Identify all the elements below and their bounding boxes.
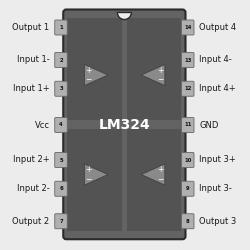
Text: −: − [85,175,92,184]
Text: Output 2: Output 2 [12,217,50,226]
FancyBboxPatch shape [55,52,67,68]
Text: GND: GND [199,120,218,130]
Text: 5: 5 [59,158,63,162]
Text: +: + [85,66,92,74]
FancyBboxPatch shape [182,181,194,196]
Text: Input 2-: Input 2- [17,184,50,193]
Text: −: − [85,76,92,84]
Text: 6: 6 [59,186,63,191]
Text: Input 4+: Input 4+ [199,84,236,93]
Wedge shape [118,12,132,20]
Text: 1: 1 [59,25,63,30]
Text: LM324: LM324 [98,118,150,132]
Text: 3: 3 [59,86,63,91]
Text: 10: 10 [184,158,192,162]
FancyBboxPatch shape [55,181,67,196]
FancyBboxPatch shape [55,152,67,168]
FancyBboxPatch shape [182,214,194,229]
Text: 14: 14 [184,25,192,30]
Polygon shape [141,64,165,86]
Bar [68,129,122,231]
Text: 11: 11 [184,122,192,128]
Text: Input 3-: Input 3- [199,184,232,193]
FancyBboxPatch shape [182,20,194,35]
Text: Input 1+: Input 1+ [13,84,50,93]
Text: 2: 2 [59,58,63,62]
FancyBboxPatch shape [182,152,194,168]
FancyBboxPatch shape [63,10,186,239]
FancyBboxPatch shape [182,118,194,132]
Text: Input 3+: Input 3+ [199,156,236,164]
Text: 9: 9 [186,186,190,191]
Text: −: − [158,175,164,184]
Bar [68,18,122,120]
Polygon shape [84,64,108,86]
FancyBboxPatch shape [182,81,194,96]
Text: −: − [158,76,164,84]
Text: 7: 7 [59,219,63,224]
FancyBboxPatch shape [182,52,194,68]
Text: Input 4-: Input 4- [199,56,232,64]
Text: +: + [85,165,92,174]
Polygon shape [141,164,165,185]
Text: Vcc: Vcc [34,120,50,130]
Text: Output 4: Output 4 [199,23,236,32]
FancyBboxPatch shape [55,118,67,132]
Text: Output 3: Output 3 [199,217,236,226]
Polygon shape [84,164,108,185]
Text: +: + [158,66,164,74]
Text: 8: 8 [186,219,190,224]
FancyBboxPatch shape [55,20,67,35]
Text: +: + [158,165,164,174]
Bar [127,129,181,231]
FancyBboxPatch shape [55,214,67,229]
Bar [127,18,181,120]
Text: 4: 4 [59,122,63,128]
Text: 12: 12 [184,86,192,91]
Text: Input 1-: Input 1- [17,56,50,64]
FancyBboxPatch shape [55,81,67,96]
Text: 13: 13 [184,58,192,62]
Text: Output 1: Output 1 [12,23,50,32]
Text: Input 2+: Input 2+ [13,156,50,164]
